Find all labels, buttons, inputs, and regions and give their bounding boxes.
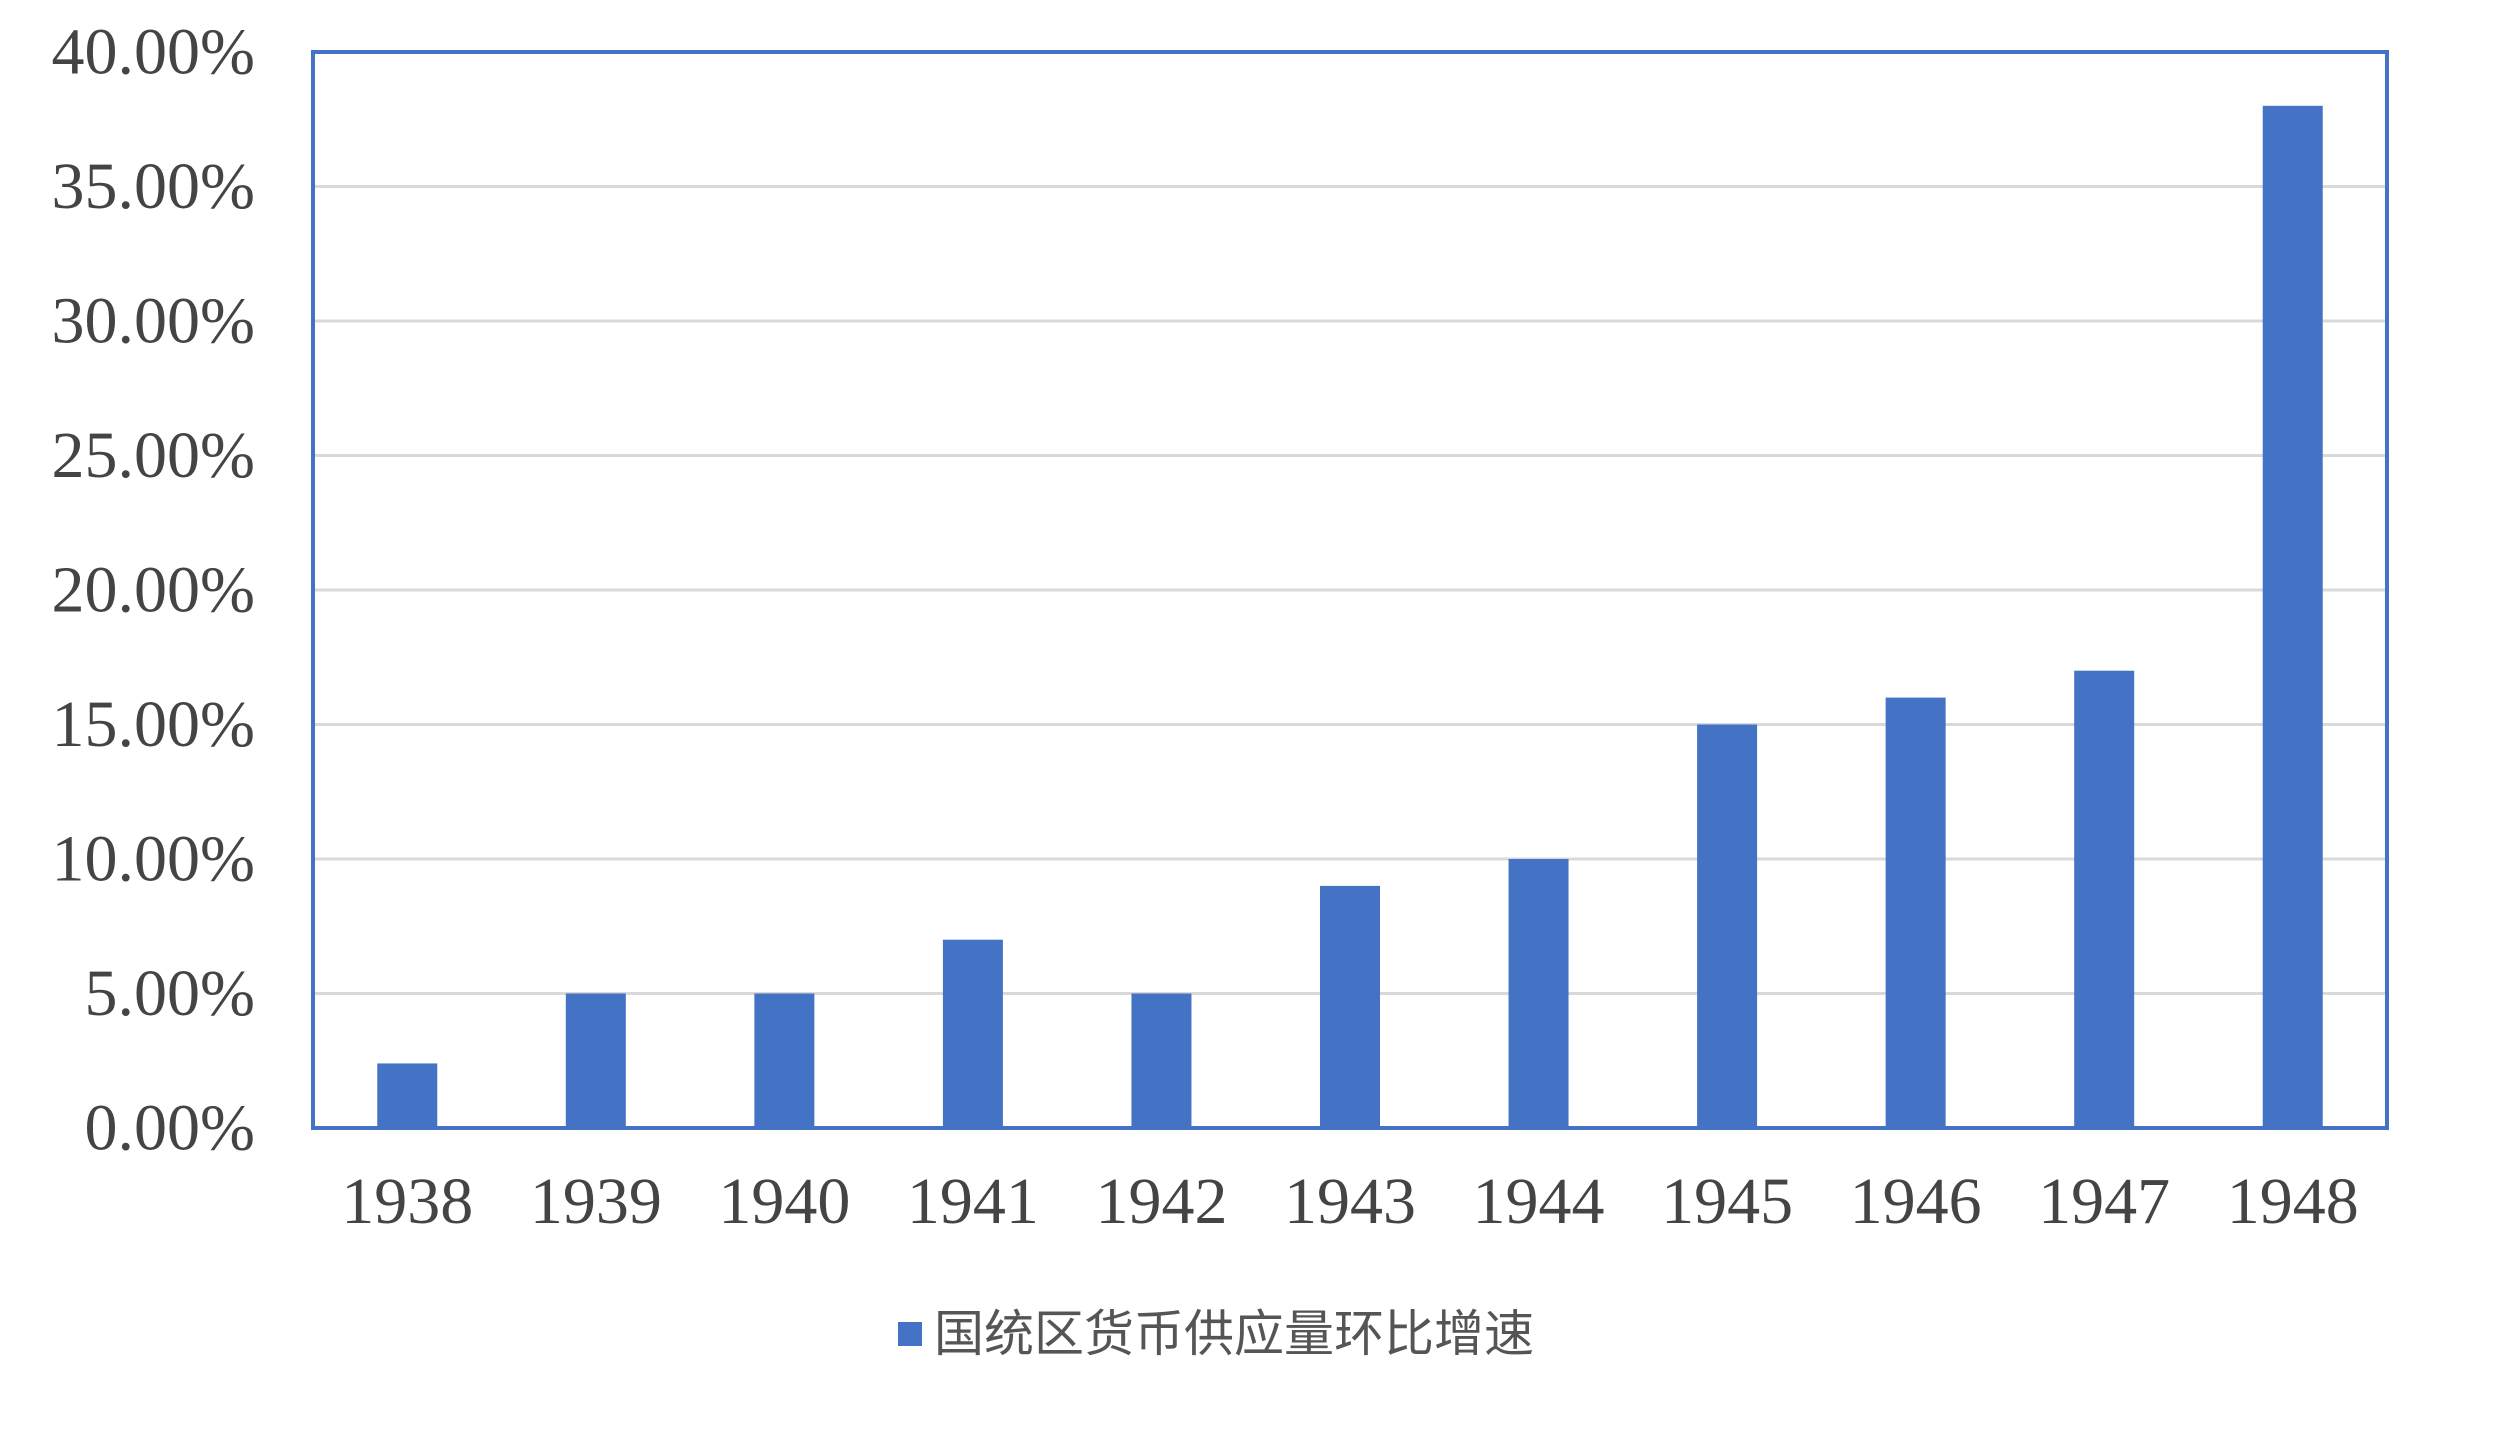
legend: 国统区货币供应量环比增速 (898, 1305, 1534, 1363)
bar-1939 (565, 993, 626, 1128)
x-axis-tick-labels: 1938 1939 1940 1941 1942 1943 1944 1945 1946 1947… (341, 1165, 2358, 1238)
x-tick-label: 1947 (2038, 1165, 2170, 1238)
y-tick-label: 5.00% (85, 957, 255, 1030)
bar-1938 (377, 1063, 438, 1128)
x-tick-label: 1945 (1661, 1165, 1793, 1238)
y-tick-label: 20.00% (52, 554, 255, 627)
bar-1946 (1885, 697, 1946, 1128)
bar-1945 (1697, 724, 1758, 1128)
bar-1942 (1131, 993, 1192, 1128)
x-tick-label: 1939 (530, 1165, 662, 1238)
bar-1943 (1320, 885, 1380, 1128)
bar-1947 (2074, 670, 2135, 1128)
y-tick-label: 10.00% (52, 823, 255, 896)
y-axis-tick-labels: 0.00% 5.00% 10.00% 15.00% 20.00% 25.00% 30.00%… (52, 16, 255, 1165)
legend-swatch (898, 1322, 922, 1346)
y-tick-label: 15.00% (52, 688, 255, 761)
x-tick-label: 1938 (341, 1165, 473, 1238)
x-tick-label: 1940 (718, 1165, 850, 1238)
y-tick-label: 25.00% (52, 419, 255, 492)
x-tick-label: 1943 (1284, 1165, 1416, 1238)
bars (377, 105, 2323, 1129)
x-tick-label: 1942 (1095, 1165, 1227, 1238)
y-tick-label: 40.00% (52, 16, 255, 89)
x-tick-label: 1948 (2227, 1165, 2359, 1238)
bar-1940 (754, 993, 815, 1128)
bar-1948 (2262, 105, 2323, 1129)
y-tick-label: 0.00% (85, 1092, 255, 1165)
x-tick-label: 1941 (907, 1165, 1039, 1238)
bar-1944 (1508, 859, 1569, 1128)
x-tick-label: 1944 (1473, 1165, 1605, 1238)
bar-1941 (942, 939, 1003, 1128)
plot-frame (311, 50, 2389, 1130)
x-tick-label: 1946 (1850, 1165, 1982, 1238)
y-tick-label: 30.00% (52, 285, 255, 358)
gridlines (313, 185, 2387, 995)
y-tick-label: 35.00% (52, 150, 255, 223)
legend-label: 国统区货币供应量环比增速 (934, 1305, 1534, 1363)
